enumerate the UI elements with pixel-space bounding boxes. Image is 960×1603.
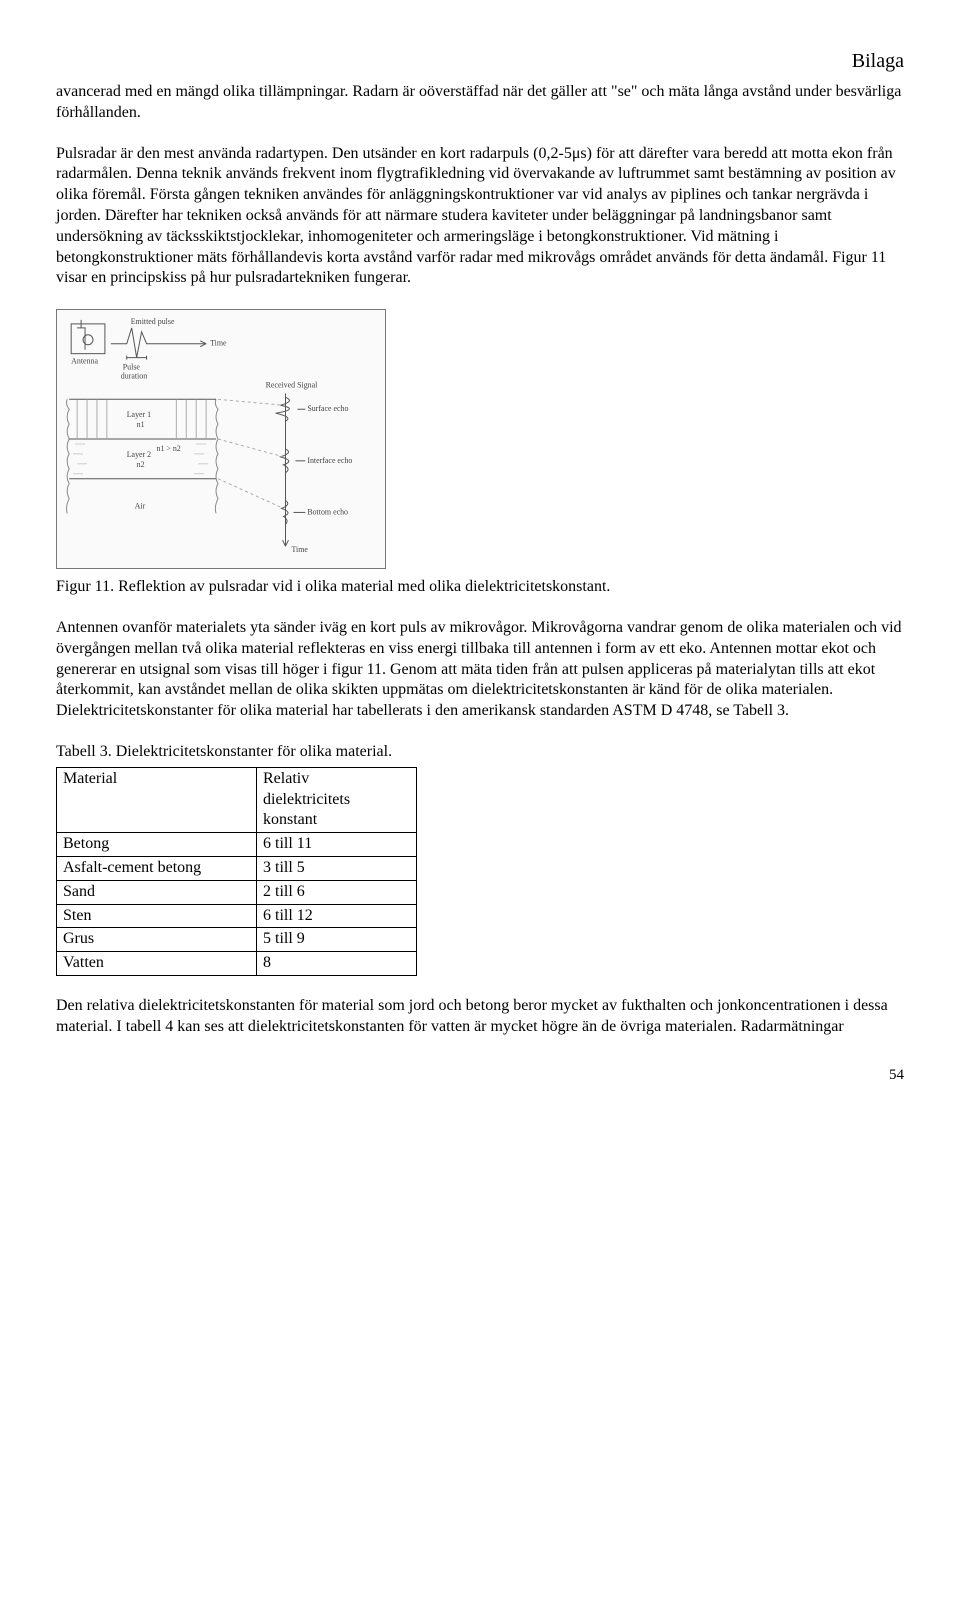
table-row: Sten6 till 12 (57, 904, 417, 928)
paragraph-3: Antennen ovanför materialets yta sänder … (56, 618, 904, 722)
table-3: Material Relativ dielektricitets konstan… (56, 767, 417, 976)
label-bottom: Bottom echo (307, 508, 348, 517)
table-row: Betong6 till 11 (57, 833, 417, 857)
paragraph-2: Pulsradar är den mest använda radartypen… (56, 144, 904, 290)
figure-11-svg: Antenna Emitted pulse Time Pulse duratio… (57, 310, 385, 568)
label-antenna: Antenna (71, 357, 98, 366)
table-row: Sand2 till 6 (57, 880, 417, 904)
label-layer1b: n1 (137, 420, 145, 429)
paragraph-4: Den relativa dielektricitetskonstanten f… (56, 996, 904, 1038)
label-ratio: n1 > n2 (157, 444, 181, 453)
label-time1: Time (210, 339, 227, 348)
label-received: Received Signal (266, 381, 318, 390)
label-pulse1: Pulse (123, 363, 141, 372)
label-time2: Time (291, 545, 308, 554)
label-layer2a: Layer 2 (127, 450, 151, 459)
page-number: 54 (56, 1066, 904, 1086)
table-row: Grus5 till 9 (57, 928, 417, 952)
figure-11: Antenna Emitted pulse Time Pulse duratio… (56, 309, 386, 569)
table-row: Material Relativ dielektricitets konstan… (57, 767, 417, 832)
label-layer2b: n2 (137, 460, 145, 469)
table-header-material: Material (57, 767, 257, 832)
table-3-caption: Tabell 3. Dielektricitetskonstanter för … (56, 742, 904, 763)
label-interface: Interface echo (307, 456, 352, 465)
label-layer1a: Layer 1 (127, 410, 151, 419)
paragraph-1: avancerad med en mängd olika tillämpning… (56, 82, 904, 124)
label-emitted: Emitted pulse (131, 317, 175, 326)
label-surface: Surface echo (307, 404, 348, 413)
label-air: Air (135, 502, 146, 511)
figure-11-caption: Figur 11. Reflektion av pulsradar vid i … (56, 577, 904, 598)
header-attachment-label: Bilaga (56, 48, 904, 74)
label-pulse2: duration (121, 372, 147, 381)
table-row: Vatten8 (57, 952, 417, 976)
table-header-value: Relativ dielektricitets konstant (257, 767, 417, 832)
table-row: Asfalt-cement betong3 till 5 (57, 856, 417, 880)
